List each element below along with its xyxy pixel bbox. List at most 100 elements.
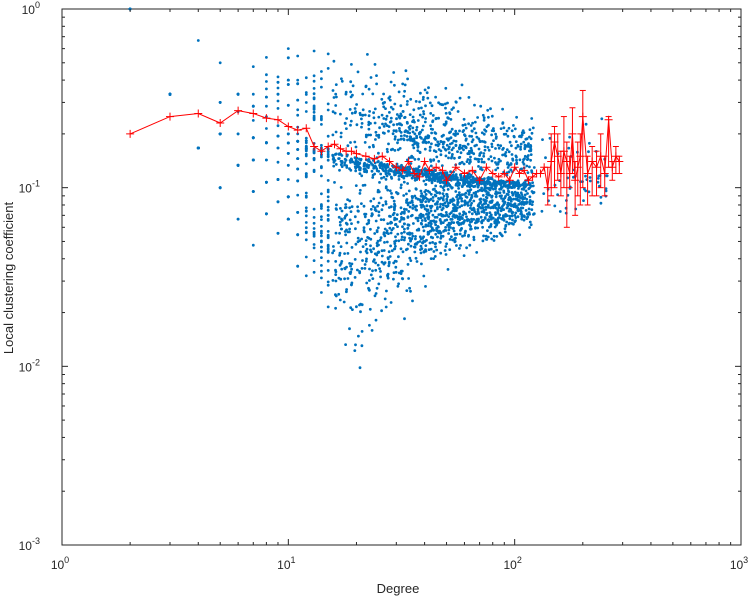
- scatter-point: [168, 92, 172, 96]
- scatter-point: [399, 247, 403, 251]
- scatter-point: [418, 113, 422, 117]
- scatter-point: [320, 276, 323, 280]
- scatter-point: [276, 99, 280, 103]
- scatter-point: [584, 122, 588, 126]
- scatter-point: [391, 147, 394, 151]
- scatter-point: [521, 183, 525, 187]
- scatter-point: [489, 217, 493, 221]
- scatter-point: [485, 196, 489, 200]
- scatter-point: [368, 110, 371, 113]
- scatter-point: [458, 247, 461, 250]
- scatter-point: [450, 148, 454, 152]
- scatter-point: [334, 270, 338, 274]
- scatter-point: [528, 128, 532, 132]
- scatter-point: [304, 101, 308, 104]
- scatter-point: [265, 87, 268, 91]
- scatter-point: [394, 239, 398, 243]
- scatter-point: [505, 192, 509, 196]
- scatter-point: [402, 230, 406, 234]
- scatter-point: [312, 92, 316, 96]
- scatter-point: [477, 160, 480, 164]
- scatter-point: [426, 231, 430, 235]
- scatter-point: [462, 148, 465, 152]
- scatter-point: [433, 131, 437, 135]
- scatter-point: [512, 185, 516, 189]
- x-tick-label: 102: [503, 555, 521, 572]
- scatter-point: [374, 268, 378, 272]
- scatter-point: [369, 227, 372, 231]
- scatter-point: [454, 129, 458, 133]
- scatter-point: [479, 166, 483, 170]
- scatter-point: [502, 218, 506, 221]
- scatter-point: [326, 230, 330, 233]
- scatter-point: [236, 217, 240, 221]
- scatter-point: [469, 225, 472, 228]
- scatter-point: [429, 124, 432, 127]
- scatter-point: [359, 250, 362, 254]
- scatter-point: [353, 349, 357, 352]
- mean-marker: [284, 122, 293, 131]
- scatter-point: [338, 231, 341, 235]
- scatter-point: [445, 193, 449, 196]
- scatter-point: [458, 162, 462, 166]
- scatter-point: [332, 245, 335, 248]
- scatter-point: [326, 199, 330, 203]
- scatter-point: [528, 182, 532, 186]
- scatter-point: [304, 145, 308, 149]
- scatter-point: [396, 284, 400, 288]
- scatter-point: [469, 160, 472, 164]
- scatter-point: [489, 225, 493, 228]
- scatter-point: [484, 190, 488, 193]
- scatter-point: [276, 107, 280, 110]
- scatter-point: [484, 208, 488, 211]
- scatter-point: [413, 132, 417, 136]
- scatter-point: [406, 216, 410, 219]
- scatter-point: [481, 239, 485, 243]
- scatter-point: [358, 166, 361, 170]
- scatter-point: [427, 217, 430, 221]
- scatter-point: [477, 219, 480, 223]
- scatter-point: [401, 250, 405, 254]
- scatter-point: [326, 283, 330, 287]
- scatter-point: [394, 270, 398, 274]
- scatter-point: [399, 186, 403, 190]
- scatter-point: [312, 170, 316, 174]
- mean-marker: [536, 169, 545, 178]
- scatter-point: [485, 186, 489, 190]
- scatter-point: [477, 137, 481, 141]
- scatter-point: [286, 195, 290, 199]
- scatter-point: [389, 116, 393, 120]
- scatter-point: [479, 104, 483, 108]
- scatter-point: [489, 155, 493, 159]
- scatter-point: [387, 96, 391, 100]
- scatter-point: [476, 210, 480, 213]
- scatter-point: [513, 127, 517, 131]
- scatter-point: [408, 286, 411, 290]
- scatter-point: [483, 148, 487, 152]
- scatter-point: [444, 102, 447, 106]
- scatter-point: [515, 155, 518, 159]
- scatter-point: [433, 179, 437, 183]
- scatter-point: [343, 277, 346, 281]
- scatter-point: [326, 188, 330, 192]
- scatter-point: [452, 221, 456, 225]
- scatter-point: [489, 231, 493, 235]
- scatter-point: [436, 235, 439, 239]
- scatter-point: [387, 125, 391, 128]
- scatter-point: [476, 185, 480, 189]
- scatter-point: [374, 138, 377, 141]
- scatter-point: [320, 143, 323, 147]
- scatter-point: [396, 192, 400, 195]
- scatter-point: [411, 299, 414, 303]
- scatter-point: [371, 176, 375, 179]
- scatter-point: [265, 141, 268, 145]
- scatter-point: [444, 229, 448, 232]
- scatter-point: [508, 203, 512, 207]
- scatter-point: [448, 112, 452, 115]
- scatter-point: [422, 205, 426, 208]
- scatter-point: [420, 200, 424, 204]
- scatter-point: [356, 220, 360, 224]
- scatter-point: [296, 78, 300, 82]
- scatter-point: [405, 192, 408, 196]
- scatter-point: [465, 160, 469, 164]
